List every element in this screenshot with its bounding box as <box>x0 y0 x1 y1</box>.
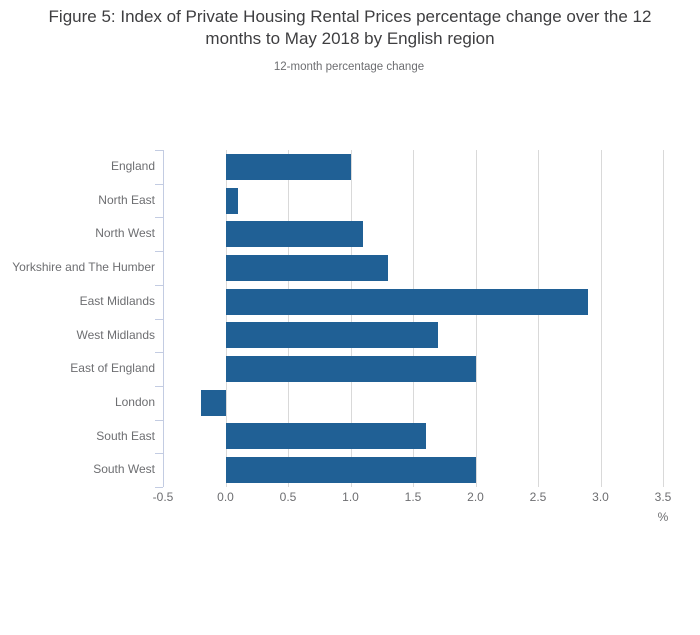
x-gridline <box>663 150 664 487</box>
y-axis-tick <box>155 217 163 218</box>
x-tick-label-2-5: 2.5 <box>529 490 547 504</box>
x-gridline <box>288 150 289 487</box>
y-axis-tick <box>155 150 163 151</box>
y-axis-tick <box>155 453 163 454</box>
y-axis-tick <box>155 184 163 185</box>
category-label-north-east: North East <box>98 192 155 207</box>
y-axis-tick <box>155 420 163 421</box>
x-gridline <box>225 150 227 487</box>
x-tick-label-2-0: 2.0 <box>467 490 484 504</box>
x-gridline <box>350 150 352 487</box>
y-axis-line <box>163 150 164 487</box>
category-label-north-west: North West <box>95 226 155 241</box>
y-axis-labels: England North East North West Yorkshire and… <box>0 150 155 487</box>
x-axis-tick-labels: -0.5 0.0 0.5 1.0 1.5 2.0 2.5 3.0 3.5 <box>0 490 700 506</box>
chart-subtitle: 12-month percentage change <box>273 61 425 73</box>
bar-south-west <box>225 457 476 484</box>
y-axis-tick <box>155 285 163 286</box>
category-label-yorkshire-and-the-humber: Yorkshire and The Humber <box>12 260 155 275</box>
chart-title: Figure 5: Index of Private Housing Renta… <box>48 7 652 49</box>
bar-london <box>200 389 226 416</box>
bar-england <box>225 153 351 180</box>
category-label-south-west: South West <box>93 462 155 477</box>
x-axis-unit-label: % <box>657 510 669 524</box>
x-gridline <box>600 150 602 487</box>
x-tick-label--0-5: -0.5 <box>152 490 174 504</box>
x-gridline <box>475 150 477 487</box>
category-label-east-of-england: East of England <box>70 361 155 376</box>
bar-yorkshire-and-the-humber <box>225 254 388 281</box>
x-gridline <box>413 150 414 487</box>
x-tick-label-0-5: 0.5 <box>279 490 297 504</box>
x-tick-label-3-5: 3.5 <box>654 490 672 504</box>
y-axis-tick <box>155 487 163 488</box>
plot-area <box>155 150 664 488</box>
x-gridline <box>538 150 539 487</box>
x-tick-label-1-5: 1.5 <box>404 490 422 504</box>
bar-east-of-england <box>225 356 476 383</box>
bar-north-west <box>225 221 363 248</box>
bar-east-midlands <box>225 288 588 315</box>
y-axis-tick <box>155 352 163 353</box>
category-label-east-midlands: East Midlands <box>79 293 155 308</box>
bar-north-east <box>225 187 238 214</box>
x-tick-label-0-0: 0.0 <box>217 490 234 504</box>
bar-south-east <box>225 423 426 450</box>
category-label-west-midlands: West Midlands <box>76 327 155 342</box>
category-label-london: London <box>114 394 155 409</box>
y-axis-tick <box>155 386 163 387</box>
y-axis-tick <box>155 319 163 320</box>
y-axis-tick <box>155 251 163 252</box>
bar-west-midlands <box>225 322 438 349</box>
category-label-south-east: South East <box>96 428 155 443</box>
x-tick-label-1-0: 1.0 <box>342 490 359 504</box>
x-tick-label-3-0: 3.0 <box>592 490 609 504</box>
category-label-england: England <box>110 159 155 173</box>
